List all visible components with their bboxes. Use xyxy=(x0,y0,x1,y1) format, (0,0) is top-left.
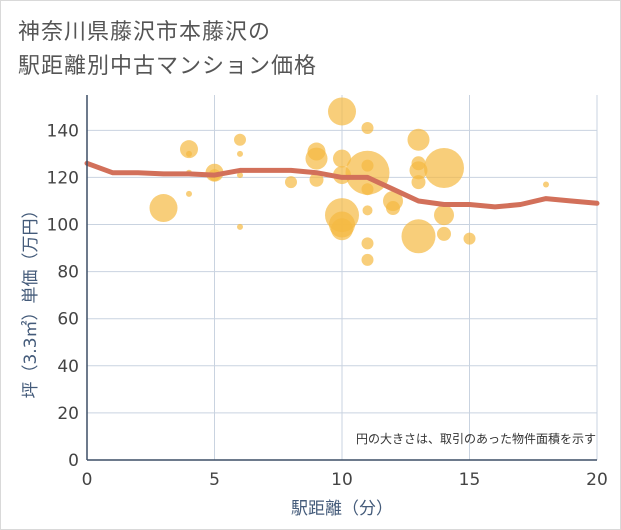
bubble-point xyxy=(237,172,243,179)
bubble-point xyxy=(149,194,178,223)
bubble-point xyxy=(434,205,454,226)
x-tick-label: 0 xyxy=(82,470,93,490)
y-tick-label: 140 xyxy=(47,121,79,141)
x-tick-label: 15 xyxy=(459,470,481,490)
size-annotation: 円の大きさは、取引のあった物件面積を示す xyxy=(356,431,596,446)
bubble-point xyxy=(234,133,246,146)
tick-labels: 0 20 40 60 80 100 120 140 0 5 10 15 20 xyxy=(47,121,608,490)
bubble-point xyxy=(401,219,436,254)
y-tick-label: 120 xyxy=(47,168,79,188)
bubble-point xyxy=(386,201,400,216)
average-line-layer xyxy=(84,160,600,210)
bubble-point xyxy=(361,237,374,250)
bubble-point xyxy=(411,175,426,190)
bubble-point xyxy=(437,226,451,241)
bubble-point xyxy=(543,181,549,188)
bubble-point xyxy=(361,183,374,196)
bubble-point xyxy=(237,150,243,157)
bubble-point xyxy=(285,176,297,189)
x-tick-label: 5 xyxy=(209,470,220,490)
bubble-point xyxy=(409,161,428,180)
bubble-point xyxy=(361,253,374,266)
y-tick-label: 60 xyxy=(57,310,79,330)
y-tick-label: 20 xyxy=(57,404,79,424)
bubble-point xyxy=(463,232,476,245)
y-tick-label: 80 xyxy=(57,263,79,283)
bubble-point xyxy=(424,148,464,188)
y-tick-label: 40 xyxy=(57,357,79,377)
bubble-point xyxy=(328,97,356,126)
bubble-point xyxy=(361,159,374,172)
x-tick-label: 20 xyxy=(586,470,608,490)
bubble-point xyxy=(237,223,243,230)
x-tick-label: 10 xyxy=(331,470,353,490)
bubble-point xyxy=(331,218,353,241)
bubble-point xyxy=(186,150,192,157)
y-axis-label: 坪（3.3㎡）単価（万円） xyxy=(21,201,41,398)
bubble-point xyxy=(362,205,373,216)
bubble-point xyxy=(333,149,351,168)
chart-title-line1: 神奈川県藤沢市本藤沢の xyxy=(18,20,272,45)
grid-lines xyxy=(87,95,598,460)
bubble-point xyxy=(407,128,430,151)
bubble-layer xyxy=(149,97,549,266)
bubble-point xyxy=(361,121,374,134)
bubble-point xyxy=(180,140,198,159)
bubble-point xyxy=(309,172,324,187)
bubble-point xyxy=(186,190,192,197)
axes-layer xyxy=(86,95,597,461)
chart-title: 神奈川県藤沢市本藤沢の 駅距離別中古マンション価格 xyxy=(18,16,578,84)
x-axis-label: 駅距離（分） xyxy=(291,499,393,519)
chart-title-line2: 駅距離別中古マンション価格 xyxy=(18,54,318,79)
bubble-point xyxy=(305,147,328,170)
y-tick-label: 100 xyxy=(47,216,79,236)
average-price-line xyxy=(84,160,600,210)
y-tick-label: 0 xyxy=(68,451,79,471)
